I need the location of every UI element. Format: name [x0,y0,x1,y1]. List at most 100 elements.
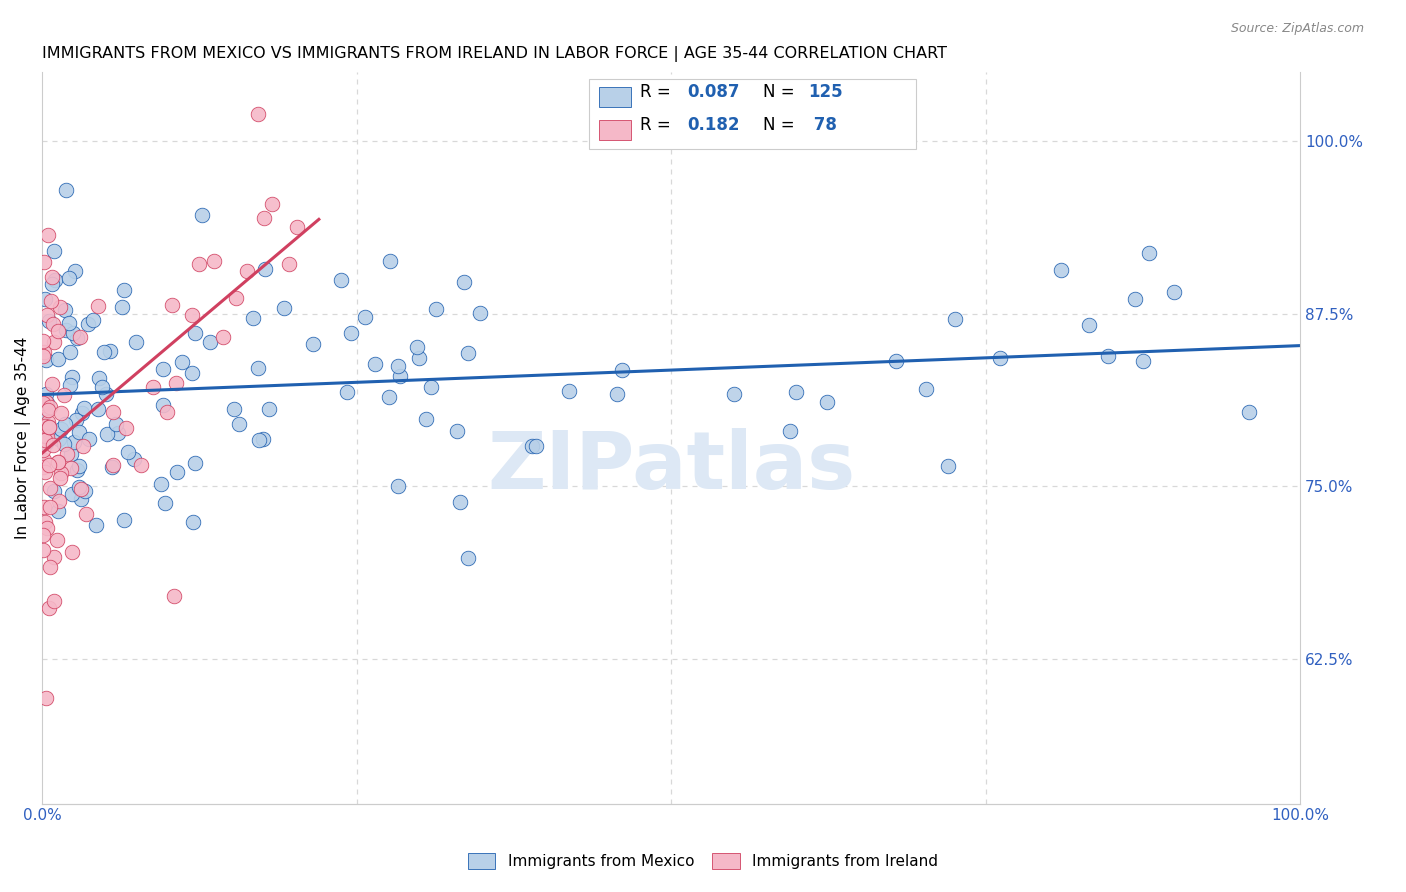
Point [253,211,276,225]
Point [329,272,352,286]
Point [202,254,225,268]
Point [104,417,127,431]
Point [224,402,246,417]
Point [48,432,70,446]
Point [46,455,69,469]
Point [35,386,58,401]
Point [82,313,104,327]
Point [32,396,55,410]
Point [191,208,214,222]
Point [32,453,55,467]
Point [38,420,60,434]
Point [59,344,82,359]
Point [93,344,115,359]
Point [72,439,94,453]
Point [46,324,69,338]
Point [91,379,114,393]
Point [1078,318,1101,332]
Point [42,484,65,499]
Text: 78: 78 [808,116,837,135]
Point [70,406,93,420]
Point [38,458,60,472]
Text: R =: R = [640,116,676,135]
Point [101,458,124,473]
Point [142,380,165,394]
Point [153,496,176,510]
Point [84,518,107,533]
Point [58,316,80,330]
Point [181,366,204,380]
Point [42,335,65,350]
Point [55,182,77,196]
Point [87,402,110,417]
Point [34,405,56,419]
Point [112,283,135,297]
Text: N =: N = [763,83,800,102]
Point [41,277,63,292]
Point [1237,405,1260,419]
Point [779,424,801,438]
Point [252,432,274,446]
Point [152,399,174,413]
Point [32,254,55,268]
Point [285,220,308,235]
Point [67,459,90,474]
Point [150,476,173,491]
Point [63,434,86,449]
Point [53,302,76,317]
Point [38,419,60,434]
Point [94,386,117,401]
Point [117,444,139,458]
Point [38,560,60,574]
Point [236,264,259,278]
Point [247,106,270,120]
Point [415,412,437,426]
Point [49,405,72,419]
Point [41,377,63,392]
Point [41,269,63,284]
Text: ZIPatlas: ZIPatlas [486,428,855,506]
Point [77,318,100,332]
Point [364,357,387,371]
Point [66,331,89,345]
Point [101,405,124,419]
Point [35,430,58,444]
Point [55,323,77,337]
Point [163,589,186,603]
Text: N =: N = [763,116,800,135]
Point [48,471,70,485]
Point [425,302,447,317]
Point [457,550,479,565]
Point [60,447,83,461]
Point [32,543,55,558]
Point [67,479,90,493]
Point [723,387,745,401]
Point [66,462,89,476]
Point [112,513,135,527]
Point [62,486,84,500]
Point [273,301,295,315]
Point [32,345,55,359]
Bar [599,87,631,107]
Point [32,460,55,475]
Point [1137,245,1160,260]
Point [34,434,56,448]
Point [69,483,91,497]
Bar [599,120,631,140]
Point [35,352,58,367]
Point [606,387,628,401]
Point [242,311,264,326]
Point [257,401,280,416]
Point [181,515,204,529]
Point [46,455,69,469]
Point [125,334,148,349]
Point [107,425,129,440]
Point [815,394,838,409]
Point [73,401,96,416]
Point [558,384,581,398]
Point [49,422,72,436]
Point [449,495,471,509]
Point [988,351,1011,366]
Point [34,465,56,479]
Point [129,458,152,473]
